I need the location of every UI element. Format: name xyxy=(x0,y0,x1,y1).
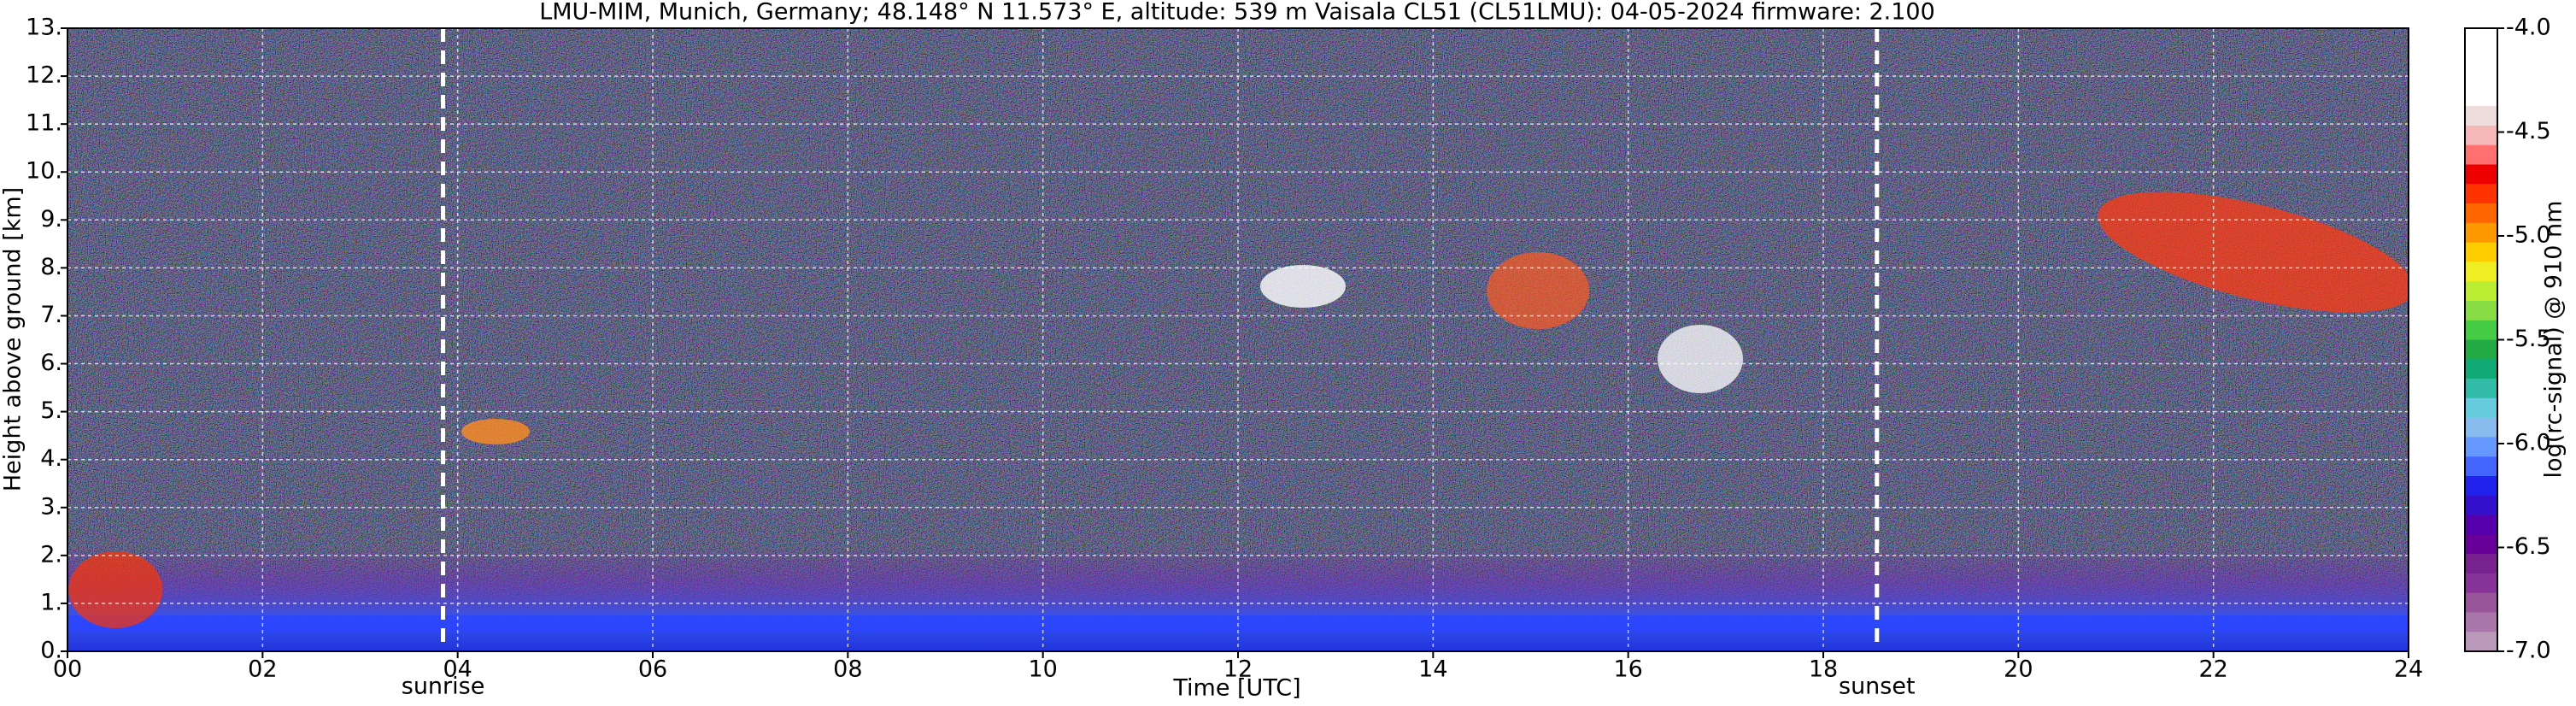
x-tick-label: 18 xyxy=(1809,656,1838,683)
colorbar-segment xyxy=(2465,573,2497,594)
y-tick-label: 5. xyxy=(40,397,62,424)
colorbar-segment xyxy=(2465,592,2497,613)
colorbar-segment xyxy=(2465,339,2497,360)
colorbar-segment xyxy=(2465,320,2497,340)
x-tick-label: 06 xyxy=(638,656,667,683)
colorbar-segment xyxy=(2465,86,2497,107)
cloud-feature xyxy=(1487,252,1589,329)
colorbar-tick-label: -4.0 xyxy=(2506,15,2551,41)
colorbar-tick-label: -5.5 xyxy=(2506,326,2551,352)
colorbar-segment xyxy=(2465,554,2497,574)
colorbar-tick-label: -6.0 xyxy=(2506,430,2551,456)
colorbar-tick-label: -7.0 xyxy=(2506,638,2551,664)
y-tick-label: 9. xyxy=(40,206,62,232)
colorbar-segment xyxy=(2465,379,2497,399)
cloud-feature xyxy=(2098,191,2409,313)
y-tick-label: 13. xyxy=(26,15,62,41)
colorbar-segment xyxy=(2465,515,2497,535)
x-tick-label: 24 xyxy=(2394,656,2423,683)
y-tick-label: 12. xyxy=(26,62,62,89)
backscatter-image xyxy=(67,28,2409,651)
colorbar-segment xyxy=(2465,300,2497,321)
y-tick-label: 10. xyxy=(26,158,62,185)
colorbar-segment xyxy=(2465,437,2497,457)
colorbar-segment xyxy=(2465,242,2497,262)
y-axis-label: Height above ground [km] xyxy=(0,187,26,491)
colorbar-label: log(rc-signal) @ 910 nm xyxy=(2541,201,2567,479)
x-tick-label: 14 xyxy=(1418,656,1447,683)
y-tick-label: 8. xyxy=(40,254,62,280)
y-tick-label: 7. xyxy=(40,302,62,328)
colorbar-segment xyxy=(2465,203,2497,224)
colorbar-segment xyxy=(2465,475,2497,497)
cloud-feature xyxy=(68,551,162,628)
y-tick-label: 11. xyxy=(26,110,62,137)
colorbar-segment xyxy=(2465,125,2497,146)
cloud-feature xyxy=(461,419,530,444)
y-tick-label: 2. xyxy=(40,541,62,568)
colorbar-segment xyxy=(2465,417,2497,438)
cloud-feature xyxy=(1658,325,1743,393)
colorbar-tick-label: -4.5 xyxy=(2506,118,2551,144)
y-tick-label: 0. xyxy=(40,638,62,664)
colorbar-segment xyxy=(2465,28,2497,49)
x-tick-label: 04 xyxy=(443,656,472,683)
colorbar-segment xyxy=(2465,281,2497,302)
x-tick-label: 08 xyxy=(833,656,862,683)
annotation-label: sunset xyxy=(1839,674,1916,700)
colorbar-tick-label: -6.5 xyxy=(2506,533,2551,560)
x-tick-label: 02 xyxy=(248,656,277,683)
colorbar-segment xyxy=(2465,456,2497,477)
y-tick-label: 3. xyxy=(40,493,62,520)
colorbar-segment xyxy=(2465,106,2497,126)
colorbar-segment xyxy=(2465,144,2497,165)
x-tick-label: 20 xyxy=(2004,656,2033,683)
colorbar-segment xyxy=(2465,632,2497,652)
colorbar-segment xyxy=(2465,534,2497,555)
colorbar-segment xyxy=(2465,359,2497,379)
x-tick-label: 00 xyxy=(53,656,82,683)
y-tick-label: 1. xyxy=(40,589,62,615)
colorbar-segment xyxy=(2465,612,2497,632)
colorbar-segment xyxy=(2465,222,2497,244)
colorbar-segment xyxy=(2465,47,2497,68)
y-tick-label: 4. xyxy=(40,445,62,472)
chart-title: LMU-MIM, Munich, Germany; 48.148° N 11.5… xyxy=(539,0,1935,26)
cloud-feature xyxy=(1260,265,1346,308)
colorbar-segment xyxy=(2465,184,2497,204)
annotation-label: sunrise xyxy=(402,674,485,700)
x-tick-label: 12 xyxy=(1223,656,1253,683)
x-tick-label: 16 xyxy=(1613,656,1642,683)
y-tick-label: 6. xyxy=(40,350,62,376)
colorbar-segment xyxy=(2465,164,2497,185)
colorbar-segment xyxy=(2465,67,2497,87)
colorbar-segment xyxy=(2465,397,2497,419)
colorbar-segment xyxy=(2465,262,2497,282)
colorbar-segment xyxy=(2465,495,2497,516)
x-axis-label: Time [UTC] xyxy=(1172,675,1300,702)
colorbar-tick-label: -5.0 xyxy=(2506,222,2551,249)
x-tick-label: 22 xyxy=(2198,656,2227,683)
x-tick-label: 10 xyxy=(1028,656,1057,683)
